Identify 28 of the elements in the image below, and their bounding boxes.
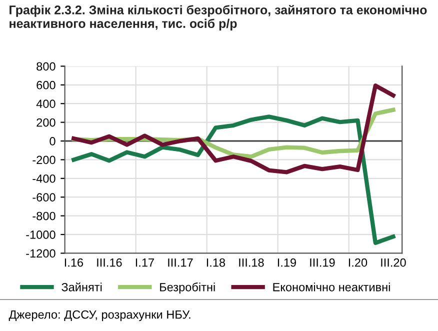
x-tick-label: I.16 <box>64 258 84 267</box>
text: Джерело: ДССУ, розрахунки НБУ. <box>8 310 190 322</box>
line-series <box>72 83 396 174</box>
line-series <box>72 114 396 246</box>
y-tick-label: -1000 <box>26 230 56 239</box>
x-tick-label: III.18 <box>239 258 264 267</box>
y-tick-label: -600 <box>32 193 56 202</box>
y-tick-label: -800 <box>32 212 56 220</box>
x-tick-label: III.19 <box>310 258 335 267</box>
y-tick-label: 600 <box>36 80 56 90</box>
legend-label: Безробітні <box>160 282 215 294</box>
y-tick-label: 400 <box>36 100 56 108</box>
y-tick-label: 0 <box>50 137 56 146</box>
y-tick-label: -1200 <box>26 249 56 258</box>
legend-label: Зайняті <box>62 282 102 292</box>
x-tick-label: I.18 <box>206 258 226 267</box>
x-tick-label: III.16 <box>97 258 122 267</box>
x-tick-label: III.17 <box>168 258 193 267</box>
legend-label: Економічно неактивні <box>273 282 390 292</box>
y-tick-label: -400 <box>32 174 56 183</box>
x-tick-label: I.20 <box>348 258 368 267</box>
x-tick-label: I.17 <box>136 258 154 267</box>
x-tick-label: I.19 <box>278 258 296 267</box>
chart-title: Графік 2.3.2. Зміна кількості безробітного, зайнятого та економічно неактивного населення, тис. осіб р/р <box>10 4 427 30</box>
y-tick-label: 200 <box>36 118 56 127</box>
y-tick-label: -200 <box>32 156 56 164</box>
x-tick-label: III.20 <box>381 258 406 267</box>
y-tick-label: 800 <box>36 62 56 71</box>
